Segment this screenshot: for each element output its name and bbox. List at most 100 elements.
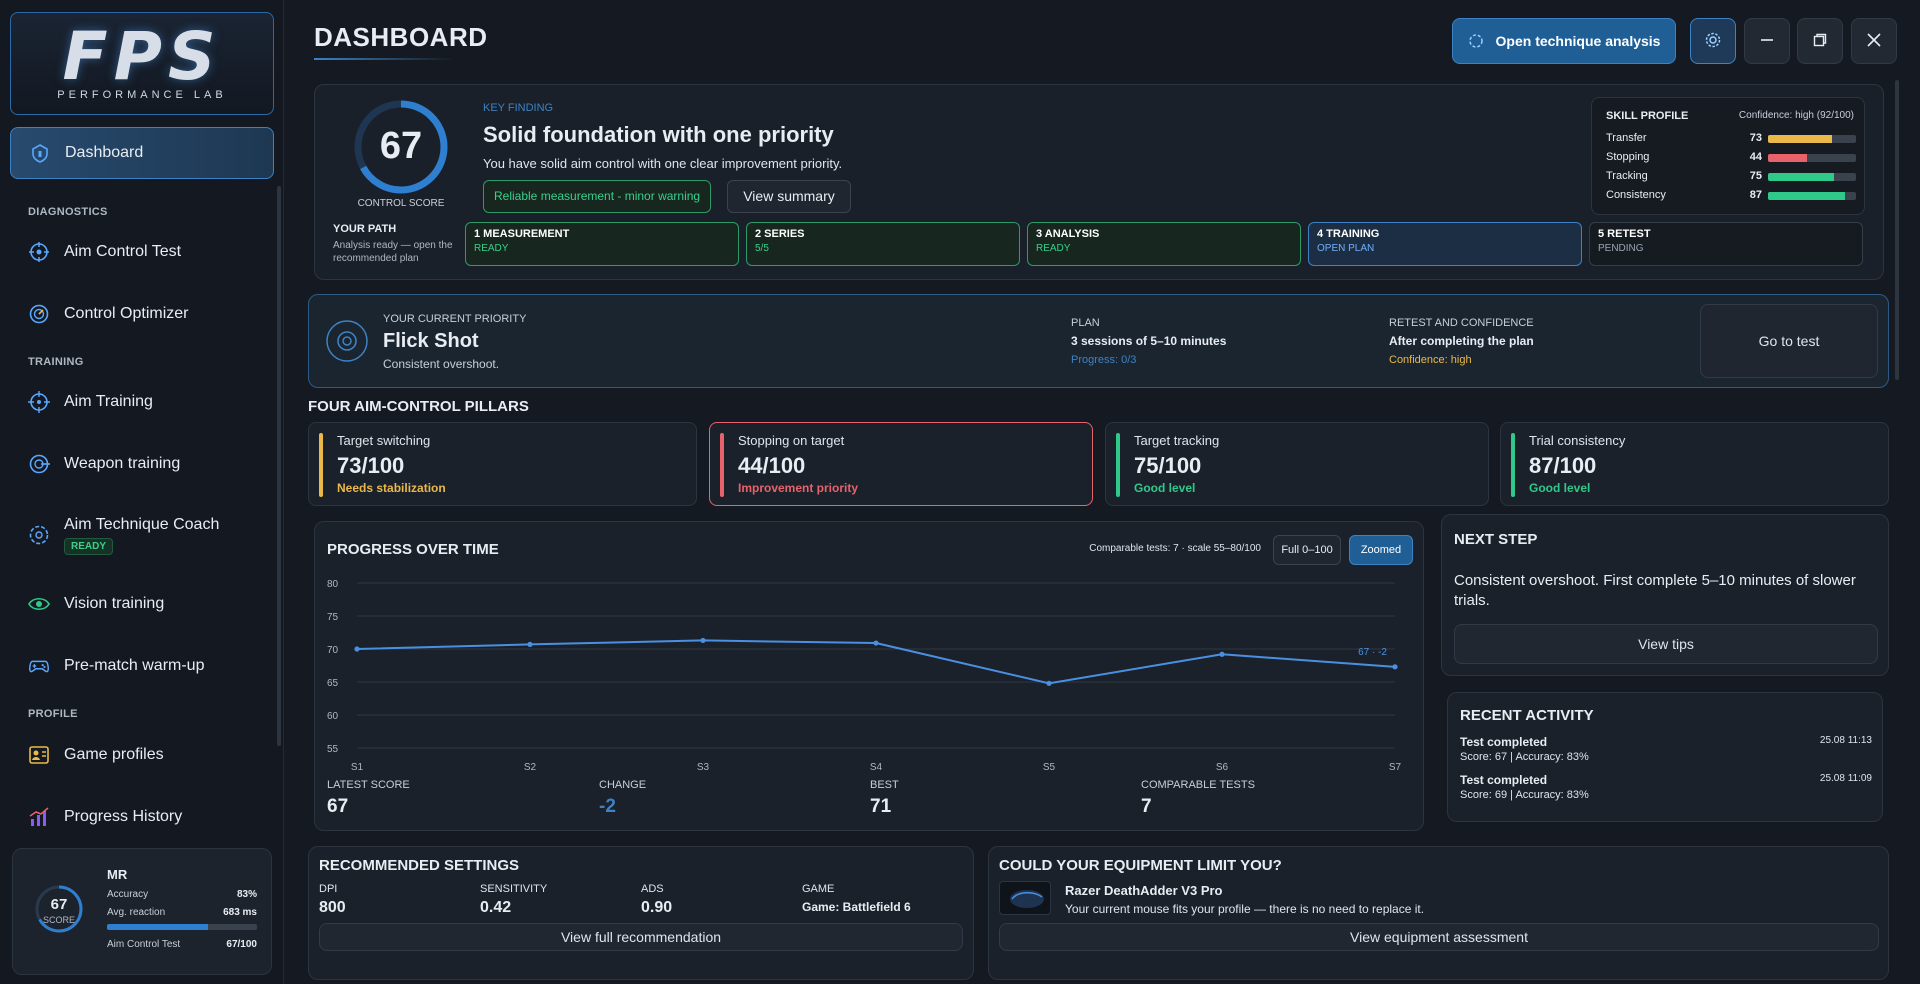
- sidebar-item-label: Aim Technique Coach: [64, 515, 220, 533]
- pillar-name: Trial consistency: [1529, 433, 1626, 448]
- data-point: [1219, 651, 1225, 657]
- pillar-target-tracking[interactable]: Target tracking 75/100 Good level: [1105, 422, 1489, 506]
- restore-button[interactable]: [1797, 18, 1843, 64]
- step-retest[interactable]: 5 RETEST PENDING: [1589, 222, 1863, 266]
- control-score-caption: CONTROL SCORE: [357, 198, 445, 209]
- sidebar-item-label: Aim Training: [64, 393, 153, 410]
- profile-card[interactable]: 67 SCORE MR Accuracy 83% Avg. reaction 6…: [12, 848, 272, 975]
- mouse-icon: [1010, 890, 1044, 908]
- plan-label: PLAN: [1071, 317, 1100, 329]
- sidebar-item-progress-history[interactable]: Progress History: [10, 791, 274, 843]
- sidebar-item-label: Aim Control Test: [64, 243, 182, 260]
- skill-bar: [1768, 154, 1856, 162]
- sidebar-item-aim-technique-coach[interactable]: Aim Technique Coach READY: [10, 500, 274, 570]
- recent-activity-panel: RECENT ACTIVITY Test completed Score: 67…: [1447, 692, 1883, 822]
- priority-panel: YOUR CURRENT PRIORITY Flick Shot Consist…: [308, 294, 1889, 388]
- sidebar-item-label: Progress History: [64, 808, 183, 825]
- sidebar-item-vision-training[interactable]: Vision training: [10, 578, 274, 630]
- full-scale-button[interactable]: Full 0–100: [1273, 535, 1341, 565]
- data-point: [1046, 680, 1052, 686]
- step-analysis[interactable]: 3 ANALYSIS READY: [1027, 222, 1301, 266]
- sidebar-scrollbar[interactable]: [277, 186, 281, 746]
- sidebar-item-aim-training[interactable]: Aim Training: [10, 376, 274, 428]
- step-series[interactable]: 2 SERIES 5/5: [746, 222, 1020, 266]
- data-point: [873, 640, 879, 646]
- sidebar-item-warmup[interactable]: Pre-match warm-up: [10, 640, 274, 692]
- series-line: [356, 639, 1396, 685]
- go-to-test-button[interactable]: Go to test: [1700, 304, 1878, 378]
- sidebar-item-game-profiles[interactable]: Game profiles: [10, 729, 274, 781]
- recommended-settings-panel: RECOMMENDED SETTINGS DPI 800 SENSITIVITY…: [308, 846, 974, 980]
- chart-icon: [28, 806, 50, 828]
- pillar-status: Good level: [1529, 481, 1591, 495]
- view-summary-button[interactable]: View summary: [727, 180, 851, 213]
- ads-value: 0.90: [641, 899, 673, 916]
- step-measurement[interactable]: 1 MEASUREMENT READY: [465, 222, 739, 266]
- pillar-trial-consistency[interactable]: Trial consistency 87/100 Good level: [1500, 422, 1889, 506]
- activity-time: 25.08 11:09: [1819, 773, 1872, 784]
- main-scrollbar[interactable]: [1895, 80, 1899, 380]
- pillar-stripe: [720, 433, 724, 497]
- pillars-title: FOUR AIM-CONTROL PILLARS: [308, 398, 529, 415]
- sidebar-item-dashboard[interactable]: Dashboard: [10, 127, 274, 179]
- next-step-panel: NEXT STEP Consistent overshoot. First co…: [1441, 514, 1889, 676]
- open-technique-analysis-button[interactable]: Open technique analysis: [1452, 18, 1676, 64]
- sidebar-item-aim-control-test[interactable]: Aim Control Test: [10, 226, 274, 278]
- x-tick-label: S6: [1216, 762, 1229, 772]
- pillar-target-switching[interactable]: Target switching 73/100 Needs stabilizat…: [308, 422, 697, 506]
- progress-chart: 55 60 65 70 75 80 S1 S2 S3 S4 S5 S6 S7 67 · -2: [327, 579, 1402, 772]
- progress-meta: Comparable tests: 7 · scale 55–80/100: [1089, 543, 1261, 554]
- x-tick-label: S2: [524, 762, 537, 772]
- step-title: 1 MEASUREMENT: [474, 228, 570, 240]
- step-training[interactable]: 4 TRAINING OPEN PLAN: [1308, 222, 1582, 266]
- priority-label: YOUR CURRENT PRIORITY: [383, 313, 527, 325]
- section-training: TRAINING: [28, 356, 84, 368]
- test-label: Aim Control Test: [107, 939, 181, 950]
- minimize-icon: [1759, 32, 1775, 51]
- view-tips-button[interactable]: View tips: [1454, 624, 1878, 664]
- key-finding-label: KEY FINDING: [483, 102, 554, 114]
- close-button[interactable]: [1851, 18, 1897, 64]
- pillar-value: 73/100: [337, 453, 405, 478]
- activity-title: Test completed: [1460, 735, 1548, 749]
- view-equipment-assessment-button[interactable]: View equipment assessment: [999, 923, 1879, 951]
- target-icon: [28, 391, 50, 413]
- priority-description: Consistent overshoot.: [383, 357, 500, 371]
- key-finding-headline: Solid foundation with one priority: [483, 122, 834, 147]
- activity-item[interactable]: Test completed Score: 67 | Accuracy: 83%…: [1460, 735, 1872, 763]
- skill-value: 75: [1749, 170, 1762, 182]
- skill-value: 44: [1749, 151, 1762, 163]
- latest-score-value: 67: [327, 796, 349, 817]
- measurement-badge: Reliable measurement - minor warning: [483, 180, 712, 213]
- step-title: 3 ANALYSIS: [1036, 228, 1100, 240]
- sidebar-item-weapon-training[interactable]: Weapon training: [10, 438, 274, 490]
- control-score: 67: [379, 125, 423, 167]
- data-point: [354, 646, 360, 652]
- priority-target-icon: [326, 320, 368, 362]
- gamepad-icon: [28, 655, 50, 677]
- settings-button[interactable]: [1690, 18, 1736, 64]
- next-step-text: Consistent overshoot. First complete 5–1…: [1454, 572, 1856, 609]
- x-tick-label: S3: [697, 762, 710, 772]
- dpi-label: DPI: [319, 883, 338, 895]
- pillar-name: Target switching: [337, 433, 431, 448]
- sidebar-item-control-optimizer[interactable]: Control Optimizer: [10, 288, 274, 340]
- optimizer-icon: [28, 303, 50, 325]
- activity-detail: Score: 67 | Accuracy: 83%: [1460, 751, 1589, 763]
- sidebar-item-label: Vision training: [64, 595, 165, 612]
- profile-score-ring: [35, 885, 83, 933]
- minimize-button[interactable]: [1744, 18, 1790, 64]
- data-point: [1392, 664, 1398, 670]
- scope-icon: [28, 453, 50, 475]
- zoomed-button[interactable]: Zoomed: [1349, 535, 1413, 565]
- section-diagnostics: DIAGNOSTICS: [28, 206, 108, 218]
- profile-card-icon: [28, 744, 50, 766]
- x-tick-label: S5: [1043, 762, 1056, 772]
- view-full-recommendation-button[interactable]: View full recommendation: [319, 923, 963, 951]
- activity-item[interactable]: Test completed Score: 69 | Accuracy: 83%…: [1460, 773, 1872, 801]
- sidebar-item-label: Dashboard: [65, 144, 144, 161]
- game-value: Game: Battlefield 6: [802, 900, 911, 914]
- best-label: BEST: [870, 779, 899, 791]
- skill-profile-confidence: Confidence: high (92/100): [1738, 110, 1854, 121]
- pillar-stopping-on-target[interactable]: Stopping on target 44/100 Improvement pr…: [709, 422, 1093, 506]
